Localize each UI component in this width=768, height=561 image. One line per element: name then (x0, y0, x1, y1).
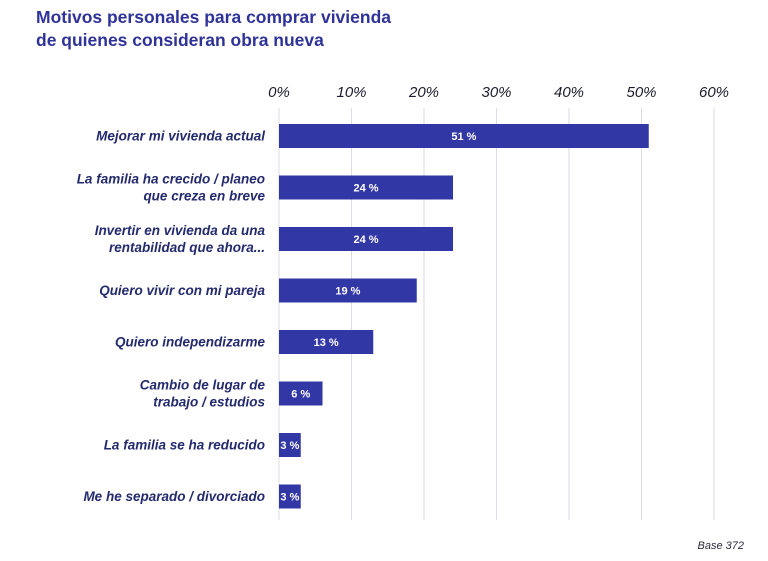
bar-value-label: 13 % (314, 337, 339, 349)
x-tick-label: 40% (554, 84, 584, 101)
bar (279, 278, 417, 303)
bar (279, 433, 301, 457)
category-label: rentabilidad que ahora... (109, 240, 265, 255)
category-label: Quiero vivir con mi pareja (99, 283, 265, 298)
bar (279, 227, 453, 251)
bar-value-label: 51 % (451, 131, 476, 143)
category-label: Quiero independizarme (115, 335, 266, 350)
bar (279, 381, 323, 406)
bar-value-label: 3 % (280, 492, 299, 504)
category-label: La familia ha crecido / planeo (77, 172, 265, 187)
x-tick-label: 10% (336, 84, 366, 101)
category-label: que creza en breve (143, 189, 265, 204)
chart-title-line-2: de quienes consideran obra nueva (36, 30, 324, 50)
bar (279, 484, 301, 509)
base-note: Base 372 (697, 540, 744, 552)
bar-value-label: 19 % (335, 286, 360, 298)
bar-value-label: 24 % (353, 234, 378, 246)
x-tick-label: 60% (699, 84, 729, 101)
x-tick-label: 50% (626, 84, 656, 101)
category-label: Invertir en vivienda da una (95, 223, 266, 238)
bar (279, 124, 649, 148)
bar (279, 330, 374, 354)
bar-value-label: 24 % (353, 183, 378, 195)
chart-title-line-1: Motivos personales para comprar vivienda (36, 7, 391, 27)
category-label: Me he separado / divorciado (83, 489, 265, 504)
bar-value-label: 3 % (280, 440, 299, 452)
x-tick-label: 0% (268, 84, 290, 101)
category-label: Mejorar mi vivienda actual (96, 129, 265, 144)
bar (279, 175, 453, 200)
bar-value-label: 6 % (291, 389, 310, 401)
x-tick-label: 30% (481, 84, 511, 101)
category-label: La familia se ha reducido (104, 438, 265, 453)
x-tick-label: 20% (408, 84, 439, 101)
category-label: Cambio de lugar de (140, 378, 266, 393)
chart-title: Motivos personales para comprar vivienda… (36, 6, 456, 52)
category-label: trabajo / estudios (153, 395, 265, 410)
